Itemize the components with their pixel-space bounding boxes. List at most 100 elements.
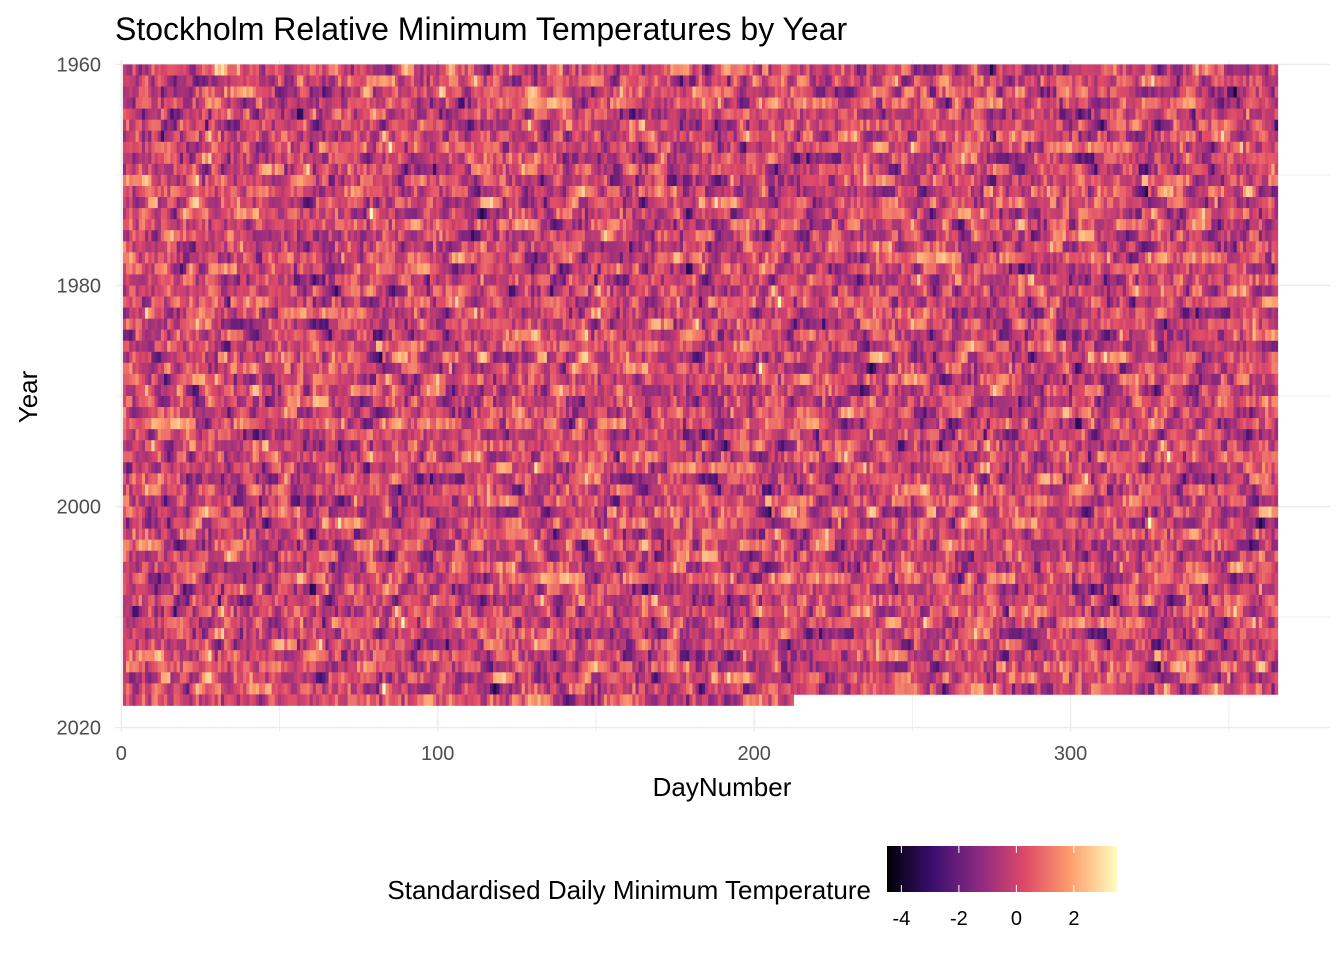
- heatmap-cell: [730, 141, 734, 154]
- heatmap-cell: [360, 86, 364, 98]
- heatmap-cell: [588, 64, 592, 76]
- heatmap-cell: [695, 119, 700, 132]
- heatmap-cell: [1040, 163, 1044, 176]
- heatmap-cell: [502, 152, 507, 165]
- heatmap-cell: [432, 86, 437, 98]
- heatmap-cell: [1268, 86, 1272, 98]
- heatmap-cell: [894, 119, 899, 132]
- heatmap-cell: [448, 163, 453, 176]
- heatmap-cell: [996, 163, 1000, 176]
- heatmap-cell: [594, 75, 598, 87]
- heatmap-cell: [366, 174, 371, 187]
- heatmap-cell: [1217, 141, 1222, 154]
- heatmap-cell: [1081, 97, 1086, 109]
- heatmap-cell: [657, 197, 662, 209]
- heatmap-cell: [502, 174, 507, 187]
- heatmap-cell: [977, 119, 981, 132]
- heatmap-cell: [667, 108, 671, 121]
- heatmap-cell: [281, 130, 285, 143]
- heatmap-cell: [227, 64, 231, 76]
- heatmap-cell: [610, 75, 614, 87]
- heatmap-cell: [334, 163, 339, 176]
- heatmap-cell: [945, 141, 950, 154]
- heatmap-cell: [1141, 108, 1146, 121]
- heatmap-cell: [470, 152, 475, 165]
- heatmap-cell: [989, 186, 994, 198]
- heatmap-cell: [1119, 108, 1124, 121]
- heatmap-cell: [268, 141, 272, 154]
- heatmap-cell: [1097, 64, 1101, 76]
- heatmap-cell: [705, 130, 709, 143]
- heatmap-cell: [888, 174, 893, 187]
- heatmap-cell: [1151, 197, 1155, 209]
- heatmap-cell: [1230, 86, 1234, 98]
- heatmap-cell: [999, 174, 1003, 187]
- heatmap-cell: [644, 141, 649, 154]
- heatmap-cell: [398, 119, 402, 132]
- heatmap-cell: [214, 208, 219, 220]
- heatmap-cell: [651, 108, 655, 121]
- heatmap-cell: [651, 64, 655, 76]
- heatmap-cell: [1031, 64, 1035, 76]
- heatmap-cell: [303, 186, 307, 198]
- heatmap-cell: [202, 141, 206, 154]
- heatmap-cell: [145, 97, 149, 109]
- heatmap-cell: [319, 75, 323, 87]
- heatmap-cell: [407, 152, 412, 165]
- heatmap-cell: [518, 174, 522, 187]
- heatmap-cell: [464, 97, 469, 109]
- heatmap-cell: [1154, 186, 1158, 198]
- heatmap-cell: [553, 75, 557, 87]
- heatmap-cell: [224, 97, 228, 109]
- heatmap-cell: [1018, 86, 1022, 98]
- heatmap-cell: [246, 141, 250, 154]
- heatmap-cell: [258, 163, 263, 176]
- heatmap-cell: [546, 86, 551, 98]
- heatmap-cell: [505, 119, 510, 132]
- heatmap-cell: [572, 152, 576, 165]
- heatmap-cell: [401, 119, 405, 132]
- heatmap-cell: [1135, 97, 1139, 109]
- heatmap-cell: [1031, 130, 1035, 143]
- heatmap-cell: [1053, 86, 1057, 98]
- heatmap-cell: [660, 174, 665, 187]
- heatmap-cell: [939, 97, 943, 109]
- heatmap-cell: [822, 64, 826, 76]
- heatmap-cell: [230, 141, 234, 154]
- heatmap-cell: [572, 64, 576, 76]
- heatmap-cell: [1062, 119, 1067, 132]
- heatmap-cell: [562, 208, 567, 220]
- heatmap-cell: [1170, 86, 1174, 98]
- heatmap-cell: [863, 186, 867, 198]
- heatmap-cell: [828, 97, 833, 109]
- heatmap-cell: [834, 130, 839, 143]
- heatmap-cell: [932, 174, 937, 187]
- heatmap-cell: [451, 186, 456, 198]
- heatmap-cell: [663, 130, 668, 143]
- heatmap-cell: [920, 197, 924, 209]
- heatmap-cell: [186, 64, 190, 76]
- heatmap-cell: [293, 208, 298, 220]
- heatmap-cell: [891, 197, 896, 209]
- heatmap-cell: [303, 152, 307, 165]
- heatmap-cell: [1258, 108, 1263, 121]
- heatmap-cell: [382, 141, 386, 154]
- heatmap-cell: [1192, 97, 1196, 109]
- heatmap-cell: [233, 64, 238, 76]
- heatmap-cell: [955, 119, 959, 132]
- heatmap-cell: [455, 130, 459, 143]
- heatmap-cell: [249, 197, 253, 209]
- heatmap-cell: [819, 197, 823, 209]
- heatmap-cell: [483, 152, 488, 165]
- heatmap-cell: [936, 119, 940, 132]
- heatmap-cell: [537, 86, 541, 98]
- heatmap-cell: [198, 97, 203, 109]
- heatmap-cell: [401, 64, 405, 76]
- heatmap-cell: [1094, 108, 1098, 121]
- heatmap-cell: [844, 75, 848, 87]
- heatmap-cell: [230, 75, 234, 87]
- heatmap-cell: [619, 75, 624, 87]
- heatmap-cell: [129, 197, 133, 209]
- heatmap-cell: [1176, 163, 1181, 176]
- heatmap-cell: [562, 163, 567, 176]
